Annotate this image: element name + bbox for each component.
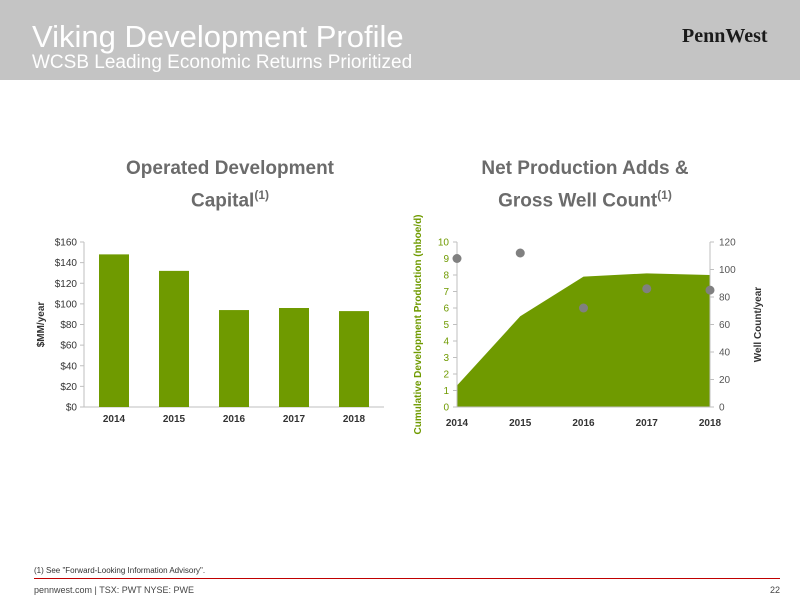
pennwest-logo: PennWest [682,25,768,47]
left-y-tick-label: $140 [55,258,78,269]
footnote: (1) See "Forward-Looking Information Adv… [34,566,206,575]
right-left-tick-label: 3 [443,353,449,364]
well-count-dot [515,248,525,258]
right-chart-title: Net Production Adds & Gross Well Count(1… [430,156,740,214]
right-chart-title-line2: Gross Well Count [498,190,658,212]
right-right-tick-label: 100 [719,265,736,276]
right-left-tick-label: 6 [443,304,449,315]
left-chart-title-line1: Operated Development [126,158,334,179]
left-bar [279,308,309,407]
well-count-dot [705,285,715,295]
slide-header: Viking Development Profile WCSB Leading … [0,0,800,80]
right-right-tick-label: 120 [719,238,736,249]
left-y-tick-label: $160 [55,238,78,249]
right-left-tick-label: 1 [443,386,449,397]
left-y-tick-label: $20 [60,382,77,393]
right-left-tick-label: 0 [443,403,449,414]
right-right-tick-label: 0 [719,403,725,414]
left-bar [99,254,129,407]
right-left-tick-label: 5 [443,320,449,331]
right-right-tick-label: 20 [719,375,731,386]
right-left-tick-label: 9 [443,254,449,265]
production-area [457,273,710,407]
footer-rule [34,578,780,579]
right-x-tick-label: 2018 [699,418,722,429]
left-y-tick-label: $100 [55,299,78,310]
slide-subtitle: WCSB Leading Economic Returns Prioritize… [32,52,413,73]
right-left-tick-label: 4 [443,337,449,348]
left-x-tick-label: 2017 [283,414,306,425]
left-y-axis-title: $MM/year [36,302,47,348]
well-count-dot [452,254,462,263]
right-chart-title-line1: Net Production Adds & [481,158,689,179]
right-left-tick-label: 10 [438,238,450,249]
left-bar [159,270,189,407]
left-chart-title-line2: Capital [190,190,255,212]
left-x-tick-label: 2018 [343,414,366,425]
right-x-tick-label: 2017 [636,418,659,429]
right-right-tick-label: 60 [719,320,731,331]
left-chart-title: Operated Development Capital(1) [80,156,380,214]
left-y-tick-label: $0 [66,403,78,414]
footer-site-text: pennwest.com | TSX: PWT NYSE: PWE [34,585,195,595]
left-chart-title-sup: (1) [254,188,270,202]
right-left-tick-label: 8 [443,271,449,282]
left-x-tick-label: 2016 [223,414,246,425]
well-count-dot [642,284,652,294]
right-left-tick-label: 2 [443,370,449,381]
right-left-axis-title: Cumulative Development Production (mboe/… [413,214,424,434]
left-y-tick-label: $120 [55,279,78,290]
right-x-tick-label: 2016 [572,418,595,429]
slide-title: Viking Development Profile [32,19,404,54]
well-count-dot [579,303,588,313]
left-y-tick-label: $80 [60,320,77,331]
left-bar [339,311,369,407]
page-number: 22 [769,585,780,595]
left-y-tick-label: $60 [60,341,77,352]
left-x-tick-label: 2014 [103,414,126,425]
right-x-tick-label: 2015 [509,418,532,429]
right-x-tick-label: 2014 [446,418,469,429]
right-right-tick-label: 80 [719,293,731,304]
left-x-tick-label: 2015 [163,414,186,425]
left-y-tick-label: $40 [60,361,77,372]
left-bar [219,310,249,407]
right-right-tick-label: 40 [719,348,731,359]
right-chart-title-sup: (1) [657,188,672,202]
right-left-tick-label: 7 [443,287,449,298]
right-right-axis-title: Well Count/year [753,287,764,362]
